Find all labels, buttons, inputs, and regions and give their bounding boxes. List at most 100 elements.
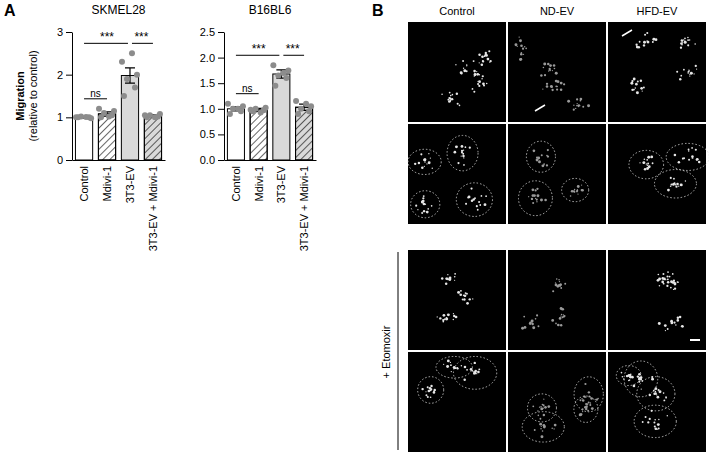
plot-area [225, 62, 314, 160]
panel-label: A [4, 2, 16, 19]
y-tick-mark [218, 134, 224, 135]
y-tick-label: 2.0 [200, 52, 215, 64]
y-axis-line [72, 33, 73, 161]
y-tick-label: 0 [57, 154, 63, 166]
significance-label: ns [242, 83, 253, 94]
x-tick: 3T3-EV + Mdivi-1 [298, 160, 310, 251]
column-header: HFD-EV [637, 5, 679, 17]
data-point [157, 111, 163, 117]
scale-bar [690, 339, 700, 341]
y-tick-mark [218, 32, 224, 33]
x-tick-label: 3T3-EV [124, 165, 136, 203]
column-header: Control [439, 5, 474, 17]
y-tick-mark [218, 160, 224, 161]
y-tick: 0.5 [200, 128, 224, 140]
y-tick-mark [218, 58, 224, 59]
x-tick: 3T3-EV [275, 160, 287, 203]
row-group-label: + Etomoxir [380, 325, 392, 378]
data-point [253, 106, 259, 112]
bar [144, 116, 161, 160]
y-tick-label: 3 [57, 26, 63, 38]
data-point [280, 70, 286, 76]
y-tick: 3 [57, 26, 72, 38]
y-tick-mark [66, 32, 72, 33]
y-tick: 0 [57, 154, 72, 166]
bar-hatch [144, 116, 161, 160]
x-axis: Control Mdivi-1 3T3-EV 3T3-EV + Mdivi-1 [73, 160, 166, 251]
y-tick: 2 [57, 69, 72, 81]
x-tick: Mdivi-1 [252, 160, 264, 201]
micrograph [408, 250, 506, 350]
data-point [129, 50, 135, 56]
data-point [295, 111, 301, 117]
y-tick: 1 [57, 111, 72, 123]
bar [296, 107, 313, 160]
data-point [272, 83, 278, 89]
data-point [235, 106, 241, 112]
x-tick-label: 3T3-EV + Mdivi-1 [298, 166, 310, 251]
data-point [306, 108, 312, 114]
data-point [73, 114, 79, 120]
chart-title: B16BL6 [249, 3, 292, 17]
data-point [83, 114, 89, 120]
y-axis-title: Migration [14, 71, 26, 121]
y-tick-label: 2 [57, 69, 63, 81]
significance-label: *** [286, 42, 300, 56]
micrograph [408, 124, 506, 224]
data-point [227, 111, 233, 117]
x-tick: 3T3-EV + Mdivi-1 [147, 160, 159, 251]
bar-hatch [250, 110, 267, 160]
x-tick: Mdivi-1 [101, 160, 113, 201]
error-bar [125, 68, 135, 83]
data-point [263, 105, 269, 111]
x-tick-label: Mdivi-1 [252, 166, 264, 201]
figure: A 0 1 2 3 Control Mdivi-1 3T3-EV 3T3-EV + Mdivi-… [0, 0, 709, 458]
x-tick-label: Control [78, 166, 90, 201]
arrow [535, 105, 545, 111]
micrograph [608, 352, 706, 452]
data-point [134, 72, 140, 78]
bar [227, 109, 244, 160]
x-axis-line [73, 160, 166, 161]
y-axis: 0 1 2 3 [57, 26, 73, 166]
data-point [142, 112, 148, 118]
bar [98, 114, 115, 160]
data-point [248, 107, 254, 113]
x-tick: Control [230, 160, 242, 201]
data-point [283, 75, 289, 81]
column-header: ND-EV [540, 5, 575, 17]
x-tick-label: 3T3-EV [275, 165, 287, 203]
x-tick-label: Control [230, 166, 242, 201]
error-bar [231, 107, 241, 111]
data-point [121, 93, 127, 99]
y-tick-label: 0.5 [200, 128, 215, 140]
data-point [96, 106, 102, 112]
micrograph [508, 22, 606, 122]
row-group-bracket [398, 252, 399, 450]
data-point [106, 113, 112, 119]
micrograph [508, 352, 606, 452]
chart: 0.00.51.01.52.02.5ControlMdivi-13T3-EV3T… [200, 3, 317, 251]
y-tick: 2.5 [200, 26, 224, 38]
significance-label: *** [134, 30, 148, 44]
micrograph [508, 250, 606, 350]
x-tick: 3T3-EV [124, 160, 136, 203]
y-axis-title: (relative to control) [27, 50, 39, 141]
x-tick: Control [78, 160, 90, 201]
x-tick-label: Mdivi-1 [101, 166, 113, 201]
data-point [111, 108, 117, 114]
significance-label: *** [252, 42, 266, 56]
y-tick-mark [66, 75, 72, 76]
x-axis: Control Mdivi-1 3T3-EV 3T3-EV + Mdivi-1 [225, 160, 317, 251]
y-tick-mark [66, 117, 72, 118]
bar-hatch [98, 114, 115, 160]
data-point [132, 84, 138, 90]
data-point [124, 76, 130, 82]
micrograph [608, 250, 706, 350]
micrograph [608, 22, 706, 122]
data-point [303, 101, 309, 107]
arrow [622, 30, 632, 36]
x-tick-label: 3T3-EV + Mdivi-1 [147, 166, 159, 251]
micrograph [608, 124, 709, 224]
bar [273, 74, 290, 160]
